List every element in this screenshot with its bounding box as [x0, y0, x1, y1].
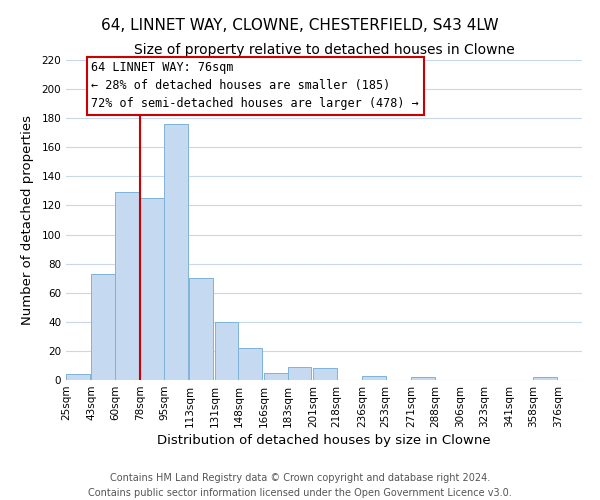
Bar [238, 348, 262, 380]
Bar [215, 322, 238, 380]
Bar [190, 278, 213, 380]
Y-axis label: Number of detached properties: Number of detached properties [22, 115, 34, 325]
Bar [115, 192, 139, 380]
Text: 64 LINNET WAY: 76sqm
← 28% of detached houses are smaller (185)
72% of semi-deta: 64 LINNET WAY: 76sqm ← 28% of detached h… [91, 62, 419, 110]
Bar [66, 374, 90, 380]
Text: Contains HM Land Registry data © Crown copyright and database right 2024.
Contai: Contains HM Land Registry data © Crown c… [88, 472, 512, 498]
Text: 64, LINNET WAY, CLOWNE, CHESTERFIELD, S43 4LW: 64, LINNET WAY, CLOWNE, CHESTERFIELD, S4… [101, 18, 499, 32]
Bar [164, 124, 188, 380]
Bar [411, 377, 435, 380]
Bar [533, 377, 557, 380]
Bar [91, 274, 115, 380]
X-axis label: Distribution of detached houses by size in Clowne: Distribution of detached houses by size … [157, 434, 491, 447]
Bar [264, 372, 287, 380]
Bar [313, 368, 337, 380]
Bar [287, 367, 311, 380]
Bar [140, 198, 164, 380]
Title: Size of property relative to detached houses in Clowne: Size of property relative to detached ho… [134, 44, 514, 58]
Bar [362, 376, 386, 380]
